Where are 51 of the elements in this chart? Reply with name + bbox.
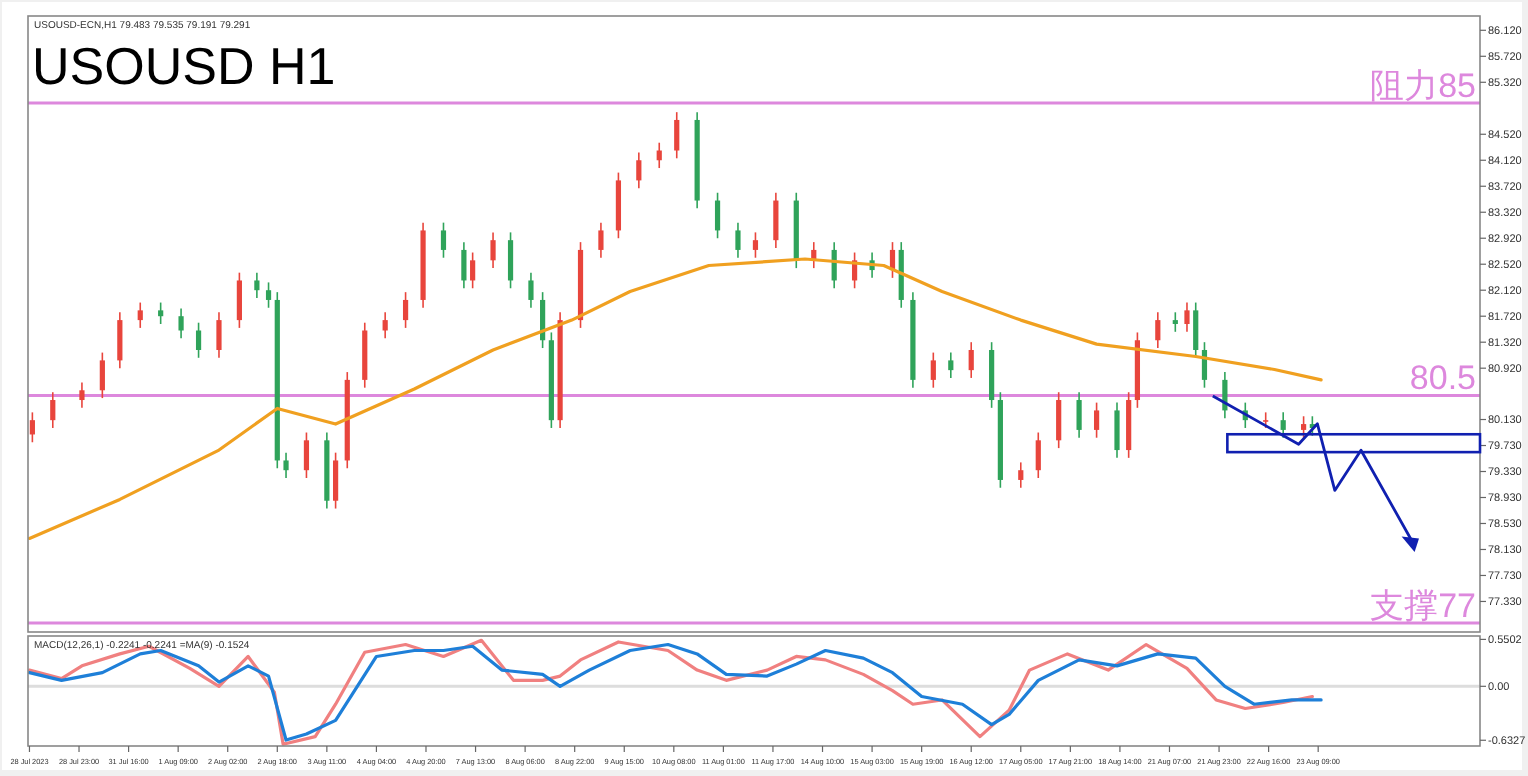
candlestick: [29, 411, 35, 444]
candlestick: [1172, 311, 1178, 333]
candlestick: [303, 431, 310, 479]
candlestick: [236, 271, 242, 329]
candlestick: [440, 221, 447, 259]
candlestick: [674, 111, 680, 160]
candlestick: [930, 351, 936, 389]
candlestick: [773, 191, 779, 249]
candlestick: [470, 251, 476, 290]
candlestick: [948, 351, 954, 379]
ref-line-label: 支撑77: [1370, 586, 1476, 625]
candlestick: [283, 451, 289, 479]
candlestick: [402, 291, 409, 329]
candlestick: [1035, 431, 1041, 479]
candlestick: [79, 381, 85, 409]
candlestick: [752, 231, 759, 259]
ref-line-label: 阻力85: [1370, 67, 1476, 106]
line-series: [28, 257, 1323, 541]
candlestick: [461, 241, 467, 290]
candlestick: [50, 391, 56, 429]
candlestick: [117, 311, 123, 369]
candlestick: [1280, 411, 1286, 439]
candlestick: [968, 341, 974, 379]
candlestick: [1301, 415, 1307, 439]
candlestick: [1056, 391, 1062, 449]
candlestick: [178, 307, 184, 340]
candlestick: [1184, 301, 1190, 333]
candlestick: [216, 311, 222, 359]
ref-line-label: 80.5: [1409, 359, 1476, 398]
candlestick: [99, 351, 105, 399]
candlestick: [714, 191, 721, 240]
candlestick: [507, 231, 514, 290]
candlestick: [137, 301, 143, 329]
candlestick: [1193, 301, 1199, 359]
candlestick: [382, 311, 388, 340]
candlestick: [490, 231, 496, 269]
candlestick: [1076, 391, 1082, 439]
candlestick: [265, 281, 272, 309]
candlestick: [598, 221, 604, 259]
candlestick: [195, 321, 202, 359]
candlestick: [1093, 401, 1100, 439]
candlestick: [528, 271, 534, 309]
candlestick: [333, 451, 339, 510]
candlestick: [735, 221, 741, 259]
candlestick: [1114, 401, 1120, 459]
candlestick: [1018, 461, 1024, 489]
candlestick: [158, 301, 164, 325]
candlestick: [1155, 311, 1161, 349]
candlestick: [636, 151, 642, 189]
chart-title: USOUSD H1: [32, 36, 336, 96]
candlestick: [254, 271, 260, 299]
